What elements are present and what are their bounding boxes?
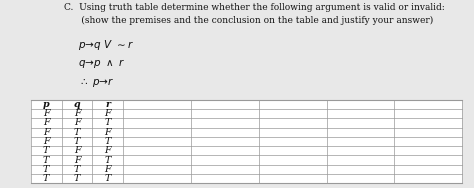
Text: T: T [43, 146, 49, 155]
Text: F: F [43, 109, 49, 118]
Text: F: F [105, 165, 111, 174]
Text: F: F [105, 146, 111, 155]
Text: $p\!\rightarrow\!q\ \mathit{V}\ {\sim}r$: $p\!\rightarrow\!q\ \mathit{V}\ {\sim}r$ [78, 38, 134, 52]
Text: T: T [74, 137, 80, 146]
Text: C.  Using truth table determine whether the following argument is valid or inval: C. Using truth table determine whether t… [64, 3, 445, 12]
Bar [31, 100, 462, 183]
Text: q: q [74, 100, 80, 109]
Text: T: T [74, 165, 80, 174]
Text: T: T [43, 165, 49, 174]
Text: F: F [74, 155, 80, 164]
Text: F: F [74, 109, 80, 118]
Text: F: F [43, 137, 49, 146]
Text: (show the premises and the conclusion on the table and justify your answer): (show the premises and the conclusion on… [64, 16, 433, 25]
Text: T: T [105, 118, 111, 127]
Text: T: T [43, 174, 49, 183]
Text: T: T [105, 137, 111, 146]
Text: F: F [105, 128, 111, 137]
Text: $q\!\rightarrow\!p\ \wedge\ r$: $q\!\rightarrow\!p\ \wedge\ r$ [78, 57, 126, 70]
Text: T: T [105, 174, 111, 183]
Text: F: F [74, 146, 80, 155]
Text: p: p [43, 100, 49, 109]
Text: T: T [43, 155, 49, 164]
Text: $\therefore\ p\!\rightarrow\!r$: $\therefore\ p\!\rightarrow\!r$ [78, 76, 115, 89]
Text: T: T [74, 128, 80, 137]
Text: T: T [105, 155, 111, 164]
Text: T: T [74, 174, 80, 183]
Text: r: r [105, 100, 110, 109]
Text: F: F [43, 128, 49, 137]
Text: F: F [74, 118, 80, 127]
Text: F: F [43, 118, 49, 127]
Text: F: F [105, 109, 111, 118]
